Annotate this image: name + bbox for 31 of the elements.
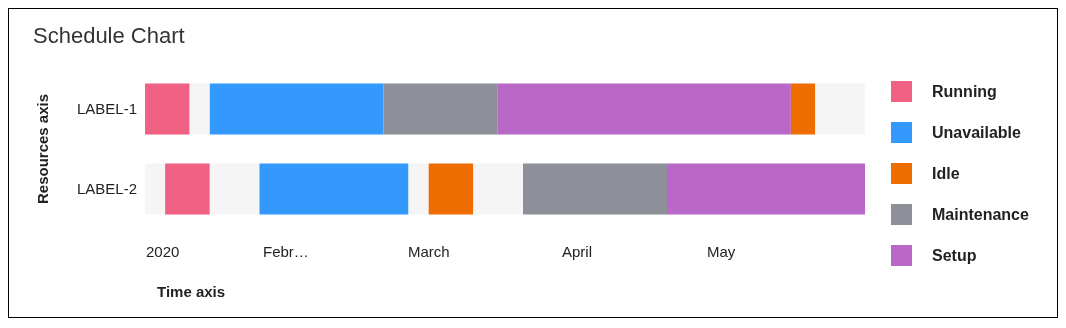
bar [428,163,474,215]
y-tick-label: LABEL-2 [76,180,137,198]
bar [383,83,498,135]
text: Febr… [263,243,309,260]
bar [408,163,429,215]
y-axis-title: Resources axis [34,93,52,205]
bar [523,163,667,215]
bar [259,163,409,215]
bar [165,163,210,215]
y-tick-label: LABEL-1 [76,100,137,118]
bar [497,83,791,135]
text: May [707,243,736,260]
legend-label: Unavailable [932,123,1021,142]
text: March [408,243,450,260]
bar [145,163,166,215]
bar [790,83,816,135]
bar [145,83,190,135]
bar [815,83,865,135]
legend-label: Running [932,82,997,101]
bar [473,163,523,215]
legend-label: Setup [932,246,977,265]
chart-title: Schedule Chart [33,23,185,49]
legend-label: Idle [932,164,960,183]
bar [209,83,384,135]
bar [189,83,210,135]
bar [209,163,260,215]
text: April [562,243,593,260]
bar [667,163,865,215]
text: 2020 [146,243,180,260]
x-axis-title: Time axis [157,283,226,300]
legend-label: Maintenance [932,205,1029,224]
